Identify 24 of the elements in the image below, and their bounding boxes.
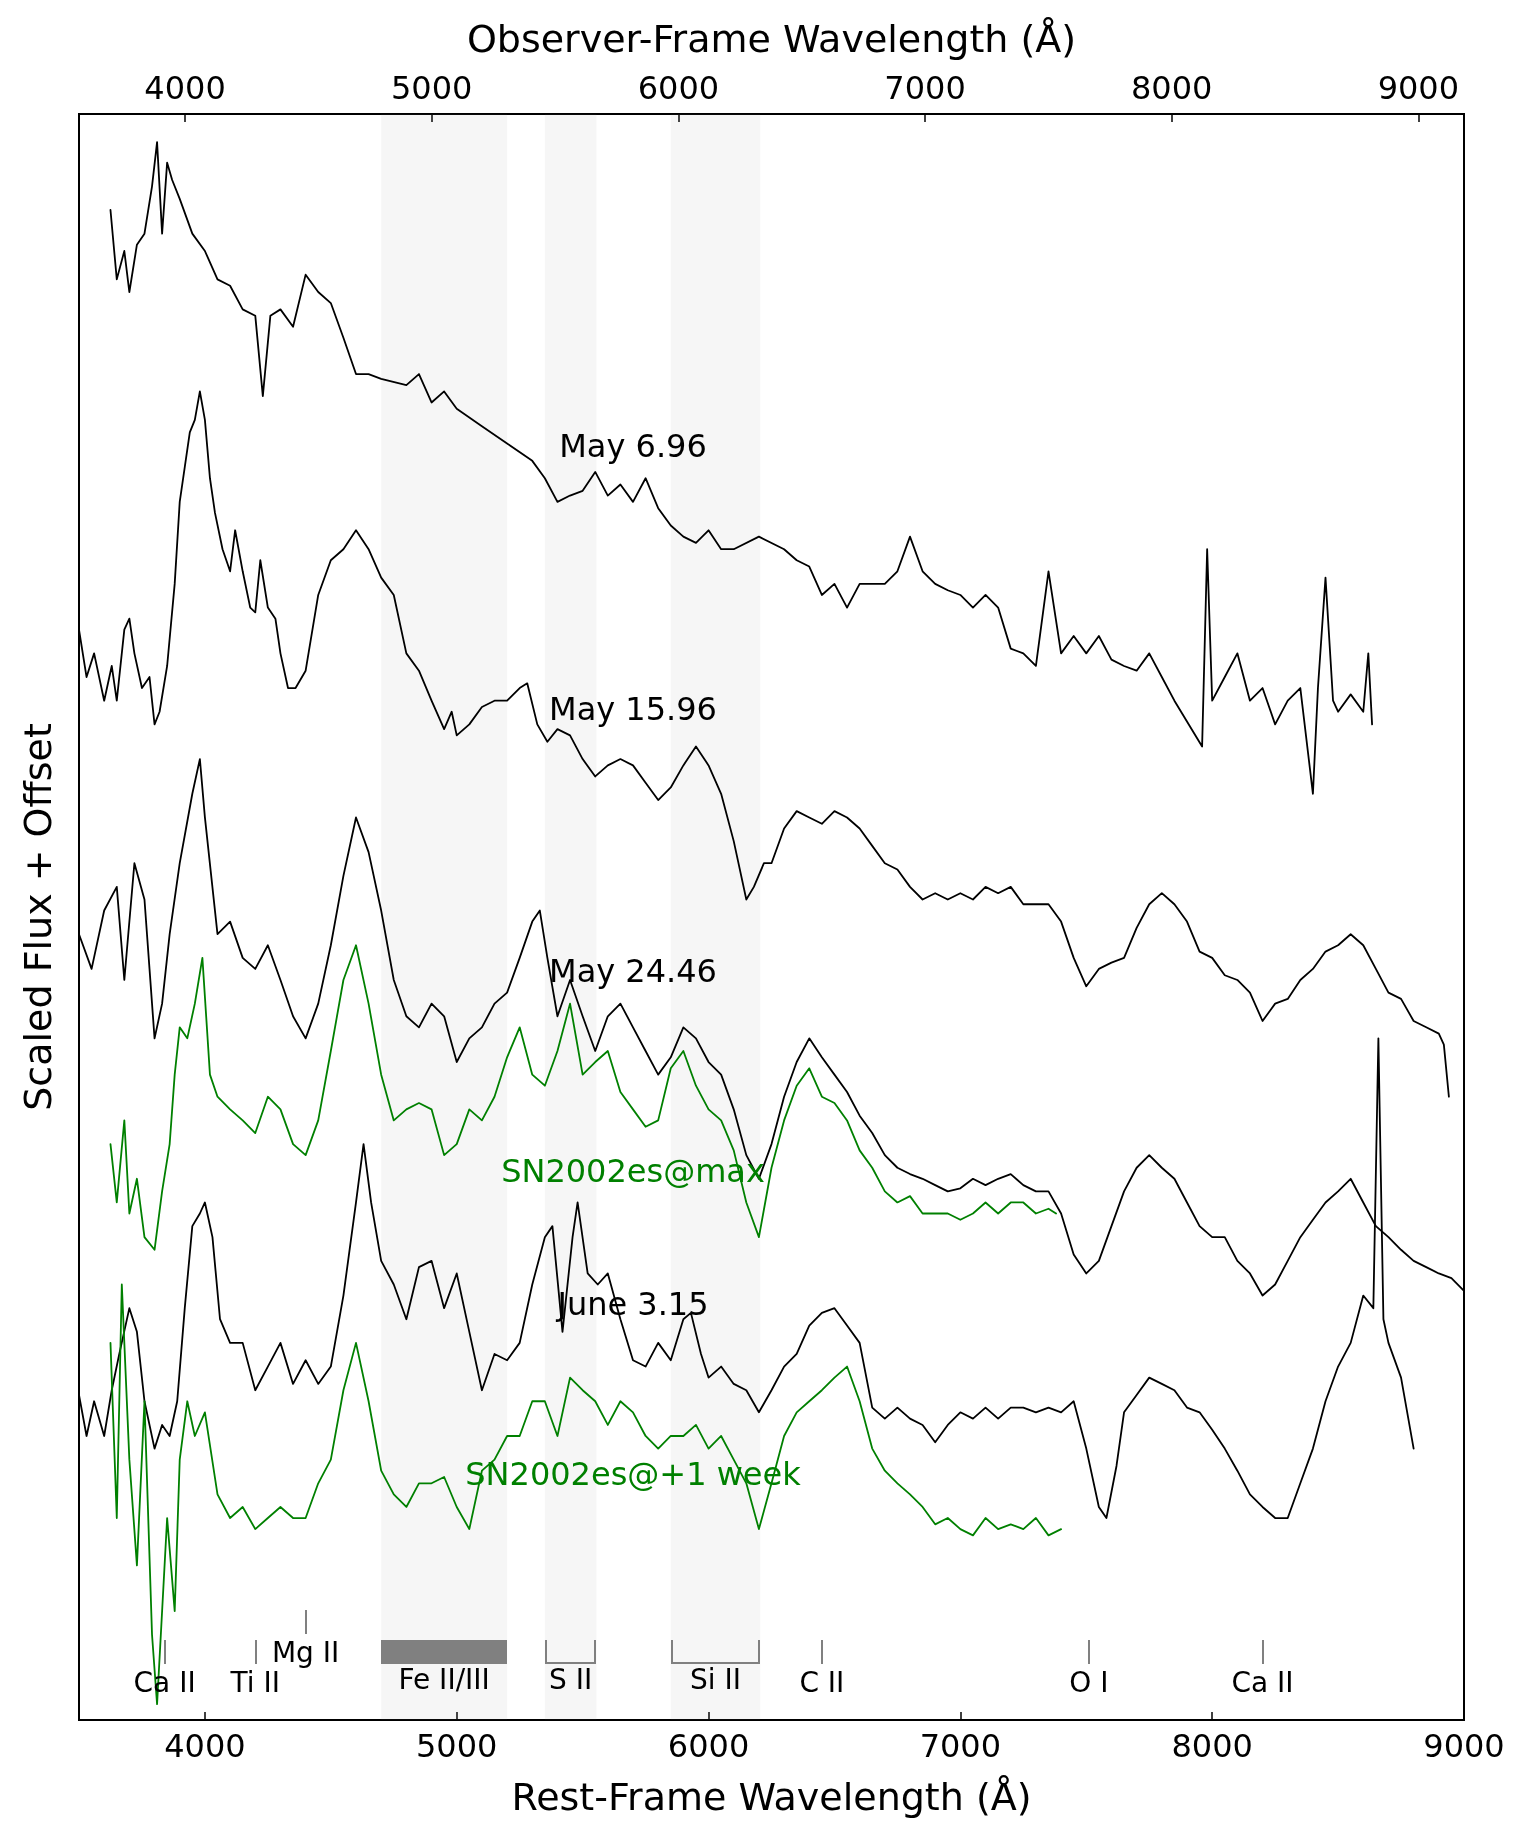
ref-line-label: O I	[1069, 1665, 1109, 1699]
x2-axis-title: Observer-Frame Wavelength (Å)	[466, 17, 1077, 61]
x2-tick-label: 7000	[884, 69, 966, 107]
y-axis-title: Scaled Flux + Offset	[16, 723, 60, 1111]
x-tick-label: 4000	[164, 1727, 246, 1765]
x-tick-label: 5000	[416, 1727, 498, 1765]
x-tick-label: 8000	[1171, 1727, 1253, 1765]
x2-tick-label: 8000	[1130, 69, 1213, 107]
ref-line-label: Ca II	[1231, 1665, 1294, 1699]
x2-tick-label: 9000	[1377, 69, 1460, 107]
x-axis-title: Rest-Frame Wavelength (Å)	[511, 1775, 1032, 1819]
band-label: Si II	[689, 1662, 741, 1696]
series-label: May 6.96	[559, 426, 707, 465]
x-tick-label: 7000	[919, 1727, 1002, 1765]
ref-line-label: C II	[799, 1665, 845, 1699]
x-tick-label: 9000	[1423, 1727, 1505, 1765]
band-label: S II	[549, 1662, 593, 1696]
x2-tick-label: 4000	[144, 69, 226, 107]
x2-tick-label: 5000	[391, 69, 473, 107]
series-label: May 15.96	[549, 690, 717, 729]
band-label: Fe II/III	[398, 1662, 490, 1696]
x-tick-label: 6000	[667, 1727, 750, 1765]
series-label: May 24.46	[549, 952, 717, 991]
x2-tick-label: 6000	[637, 69, 720, 107]
